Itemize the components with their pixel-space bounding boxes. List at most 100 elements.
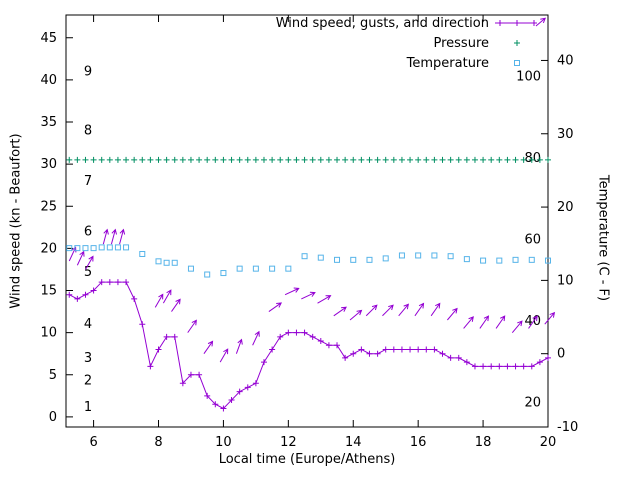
pressure-marker — [325, 156, 332, 163]
wind-speed-marker — [66, 291, 73, 298]
pressure-marker — [82, 156, 89, 163]
wind-speed-marker — [358, 346, 365, 353]
pressure-marker — [139, 156, 146, 163]
y-right-tick-label: 0 — [557, 347, 565, 362]
temperature-marker — [480, 257, 487, 264]
wind-speed-marker — [536, 359, 543, 366]
y-right-tick-label: 30 — [557, 127, 574, 142]
pressure-marker — [269, 156, 276, 163]
wind-gusts-arrow — [119, 228, 126, 245]
temperature-marker — [187, 265, 194, 272]
pressure-marker — [309, 156, 316, 163]
fahrenheit-scale-label: 60 — [524, 233, 541, 248]
wind-speed-marker — [301, 329, 308, 336]
wind-gusts-arrow — [154, 293, 164, 308]
wind-gusts-arrow — [349, 309, 363, 321]
pressure-marker — [423, 156, 430, 163]
wind-speed-marker — [196, 371, 203, 378]
wind-speed-marker — [90, 287, 97, 294]
temperature-marker — [163, 259, 170, 266]
wind-speed-marker — [407, 346, 414, 353]
pressure-marker — [512, 156, 519, 163]
wind-gusts-arrow — [301, 291, 316, 300]
wind-speed-marker — [106, 279, 113, 286]
wind-speed-marker — [488, 363, 495, 370]
x-tick-label: 14 — [345, 435, 362, 450]
wind-gusts-arrow — [446, 307, 458, 321]
wind-gusts-arrow — [171, 298, 181, 312]
pressure-marker — [455, 156, 462, 163]
wind-speed-marker — [480, 363, 487, 370]
wind-gusts-arrow — [268, 302, 283, 312]
fahrenheit-scale-label: 80 — [524, 151, 541, 166]
wind-gusts-arrow — [162, 289, 172, 304]
wind-speed-marker — [415, 346, 422, 353]
wind-speed-marker — [220, 405, 227, 412]
pressure-marker — [374, 156, 381, 163]
wind-speed-marker — [528, 363, 535, 370]
legend-sample-wind-marker — [531, 20, 537, 26]
wind-speed-marker — [342, 354, 349, 361]
wind-speed-marker — [236, 388, 243, 395]
beaufort-scale-label: 4 — [84, 317, 92, 332]
wind-gusts-arrow — [414, 302, 425, 317]
wind-gusts-arrow — [219, 348, 229, 363]
wind-speed-marker — [334, 342, 341, 349]
pressure-marker — [293, 156, 300, 163]
temperature-marker — [334, 256, 341, 263]
temperature-marker — [463, 256, 470, 263]
wind-gusts-arrow — [544, 311, 556, 325]
pressure-marker — [431, 156, 438, 163]
y-right-tick-label: 20 — [557, 200, 574, 215]
beaufort-scale-label: 3 — [84, 351, 92, 366]
wind-speed-marker — [455, 354, 462, 361]
temperature-marker — [269, 265, 276, 272]
temperature-marker — [317, 254, 324, 261]
pressure-marker — [220, 156, 227, 163]
wind-speed-marker — [123, 279, 130, 286]
pressure-marker — [236, 156, 243, 163]
beaufort-scale-label: 2 — [84, 374, 92, 389]
temperature-marker — [545, 257, 551, 264]
fahrenheit-scale-label: 20 — [524, 396, 541, 411]
temperature-marker — [98, 244, 105, 251]
wind-speed-marker — [366, 350, 373, 357]
wind-gusts-arrow — [479, 315, 490, 329]
legend-sample-wind-arrow — [535, 17, 546, 27]
wind-gusts-arrow — [317, 295, 332, 304]
temperature-marker — [528, 256, 535, 263]
beaufort-scale-label: 7 — [84, 174, 92, 189]
wind-speed-marker — [471, 363, 478, 370]
wind-speed-marker — [277, 333, 284, 340]
y-axis-right-title: Temperature (C - F) — [595, 174, 611, 302]
temperature-marker — [350, 256, 357, 263]
wind-speed-marker — [382, 346, 389, 353]
pressure-marker — [317, 156, 324, 163]
pressure-marker — [277, 156, 284, 163]
temperature-marker — [66, 245, 73, 252]
pressure-marker — [382, 156, 389, 163]
plot-border — [65, 14, 549, 428]
temperature-marker — [74, 245, 81, 252]
pressure-marker — [187, 156, 194, 163]
beaufort-scale-label: 5 — [84, 265, 92, 280]
wind-speed-marker — [187, 371, 194, 378]
wind-speed-marker — [171, 333, 178, 340]
temperature-marker — [114, 244, 121, 251]
wind-speed-marker — [244, 384, 251, 391]
pressure-marker — [74, 156, 81, 163]
y-left-tick-label: 10 — [40, 326, 57, 341]
pressure-marker — [147, 156, 154, 163]
pressure-marker — [528, 156, 535, 163]
pressure-marker — [98, 156, 105, 163]
temperature-marker — [139, 250, 146, 257]
pressure-marker — [106, 156, 113, 163]
pressure-marker — [358, 156, 365, 163]
pressure-marker — [504, 156, 511, 163]
wind-speed-line — [69, 281, 549, 410]
pressure-marker — [66, 156, 73, 163]
temperature-marker — [155, 258, 162, 265]
wind-speed-marker — [163, 333, 170, 340]
wind-gusts-arrow — [85, 255, 94, 270]
fahrenheit-scale-label: 100 — [516, 70, 541, 85]
